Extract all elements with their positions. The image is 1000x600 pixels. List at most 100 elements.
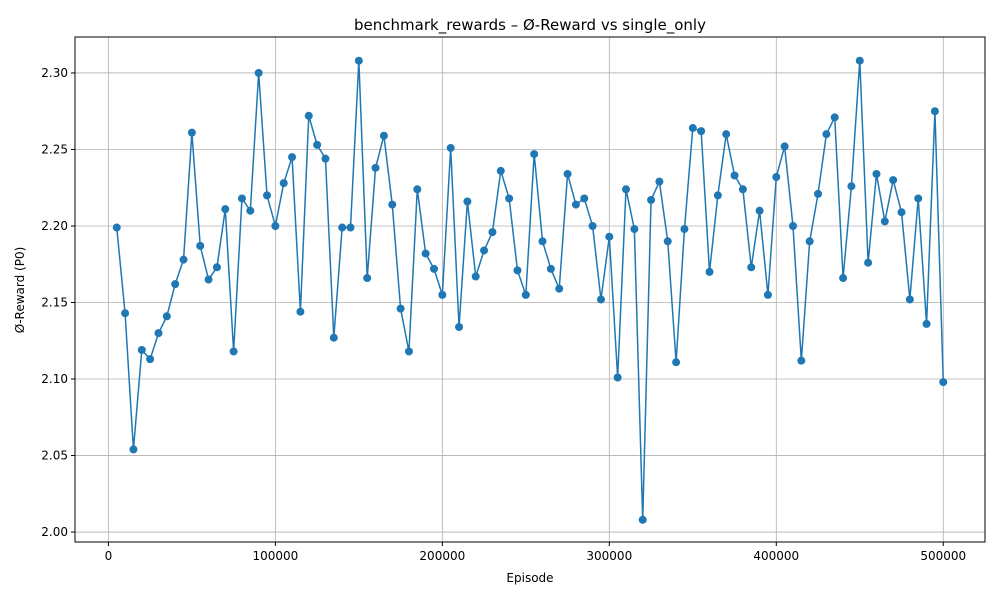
data-point	[329, 333, 338, 342]
y-axis-ticks: 2.00 2.05 2.10 2.15 2.20 2.25 2.30	[41, 66, 75, 539]
x-axis-label: Episode	[506, 571, 553, 585]
data-point	[763, 290, 772, 299]
data-point	[313, 140, 322, 149]
data-point	[880, 217, 889, 226]
y-tick-label: 2.25	[41, 142, 68, 156]
data-point	[647, 195, 656, 204]
data-point	[296, 307, 305, 316]
data-point	[788, 221, 797, 230]
data-point	[747, 263, 756, 272]
data-point	[229, 347, 238, 356]
y-tick-label: 2.30	[41, 66, 68, 80]
data-point	[780, 142, 789, 151]
series-line	[115, 60, 945, 520]
data-point	[246, 206, 255, 215]
data-point	[772, 173, 781, 182]
data-point	[680, 225, 689, 234]
data-point	[722, 130, 731, 139]
data-point	[321, 154, 330, 163]
data-point	[346, 223, 355, 232]
y-tick-label: 2.10	[41, 372, 68, 386]
plot-frame	[74, 36, 986, 543]
data-point	[421, 249, 430, 258]
data-point	[738, 185, 747, 194]
data-point	[204, 275, 213, 284]
data-point	[872, 169, 881, 178]
data-point	[187, 128, 196, 137]
data-point	[154, 329, 163, 338]
x-tick-label: 500000	[920, 549, 966, 563]
data-point	[830, 113, 839, 122]
data-point	[805, 237, 814, 246]
data-point	[555, 284, 564, 293]
x-tick-label: 0	[105, 549, 113, 563]
data-point	[688, 124, 697, 133]
data-point	[363, 274, 372, 283]
data-point	[797, 356, 806, 365]
x-tick-label: 200000	[419, 549, 465, 563]
y-tick-label: 2.05	[41, 449, 68, 463]
y-tick-label: 2.15	[41, 296, 68, 310]
data-point	[271, 221, 280, 230]
x-tick-label: 100000	[252, 549, 298, 563]
data-point	[162, 312, 171, 321]
data-point	[638, 515, 647, 524]
data-point	[505, 194, 514, 203]
data-point	[288, 153, 297, 162]
data-point	[939, 378, 948, 387]
data-point	[580, 194, 589, 203]
data-point	[814, 189, 823, 198]
data-point	[930, 107, 939, 116]
data-point	[839, 274, 848, 283]
data-point	[546, 264, 555, 273]
data-point	[563, 169, 572, 178]
data-point	[429, 264, 438, 273]
y-tick-label: 2.00	[41, 525, 68, 539]
data-point	[530, 150, 539, 159]
data-point	[237, 194, 246, 203]
data-point	[146, 355, 155, 364]
data-points	[112, 56, 948, 524]
data-point	[471, 272, 480, 281]
data-point	[455, 322, 464, 331]
data-point	[121, 309, 130, 318]
y-tick-label: 2.20	[41, 219, 68, 233]
series-path	[115, 60, 945, 520]
data-point	[212, 263, 221, 272]
data-point	[588, 221, 597, 230]
data-point	[396, 304, 405, 313]
data-point	[521, 290, 530, 299]
data-point	[137, 345, 146, 354]
data-point	[864, 258, 873, 267]
data-point	[413, 185, 422, 194]
data-point	[446, 143, 455, 152]
data-point	[279, 179, 288, 188]
data-point	[354, 56, 363, 65]
data-point	[889, 176, 898, 185]
data-point	[630, 225, 639, 234]
data-point	[905, 295, 914, 304]
data-point	[112, 223, 121, 232]
data-point	[496, 166, 505, 175]
data-point	[672, 358, 681, 367]
data-point	[254, 68, 263, 77]
x-tick-label: 400000	[753, 549, 799, 563]
data-point	[914, 194, 923, 203]
y-axis-label: Ø-Reward (P0)	[13, 247, 27, 334]
data-point	[263, 191, 272, 200]
data-point	[855, 56, 864, 65]
data-point	[388, 200, 397, 209]
data-point	[596, 295, 605, 304]
data-point	[922, 319, 931, 328]
data-point	[730, 171, 739, 180]
x-axis-ticks: 0 100000 200000 300000 400000 500000	[105, 542, 966, 563]
data-point	[847, 182, 856, 191]
data-point	[404, 347, 413, 356]
data-point	[463, 197, 472, 206]
data-point	[705, 267, 714, 276]
data-point	[655, 177, 664, 186]
data-point	[822, 130, 831, 139]
data-point	[713, 191, 722, 200]
data-point	[480, 246, 489, 255]
